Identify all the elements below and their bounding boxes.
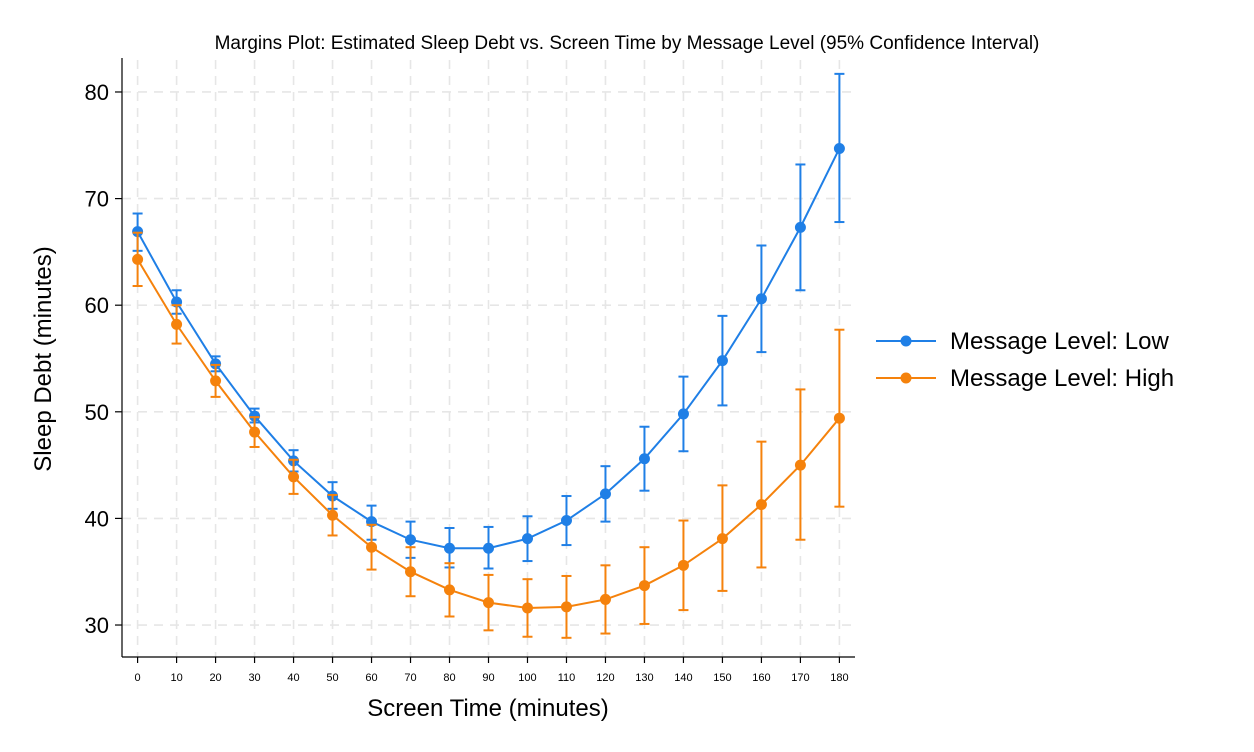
x-tick-label: 40 — [287, 672, 299, 684]
x-tick-label: 110 — [558, 672, 576, 684]
x-tick-label: 80 — [443, 672, 455, 684]
data-point — [210, 375, 222, 387]
data-point — [171, 318, 183, 330]
data-point — [716, 355, 728, 367]
x-tick-label: 160 — [752, 672, 770, 684]
data-point — [599, 593, 611, 605]
x-tick-label: 170 — [791, 672, 809, 684]
data-point — [560, 601, 572, 613]
x-tick-label: 140 — [674, 672, 692, 684]
data-point — [249, 426, 261, 438]
series-high — [132, 231, 845, 639]
y-tick-label: 80 — [85, 80, 109, 105]
x-tick-label: 60 — [365, 672, 377, 684]
data-point — [794, 459, 806, 471]
y-tick-label: 40 — [85, 506, 109, 531]
x-tick-label: 130 — [635, 672, 653, 684]
data-point — [716, 533, 728, 545]
x-tick-label: 120 — [596, 672, 614, 684]
y-axis-title: Sleep Debt (minutes) — [30, 246, 57, 471]
data-point — [638, 453, 650, 465]
x-tick-label: 70 — [404, 672, 416, 684]
data-point — [132, 226, 144, 238]
data-point — [483, 542, 494, 554]
data-point — [755, 293, 767, 305]
axes: 30 40 50 60 70 80 0 10 20 30 40 50 60 70 80 90 100 110 120… — [85, 58, 855, 684]
x-axis-title: Screen Time (minutes) — [367, 695, 608, 722]
legend: Message Level: Low Message Level: High — [876, 328, 1174, 392]
data-point — [444, 542, 456, 554]
data-point — [755, 499, 767, 511]
y-tick-label: 50 — [85, 400, 109, 425]
data-point — [483, 597, 494, 609]
data-point — [444, 584, 456, 596]
data-point — [833, 142, 845, 154]
y-tick-label: 30 — [85, 613, 109, 638]
data-point — [405, 534, 417, 546]
data-point — [677, 559, 689, 571]
x-tick-label: 50 — [326, 672, 338, 684]
x-tick-label: 10 — [170, 672, 182, 684]
x-tick-label: 180 — [830, 672, 848, 684]
data-point — [132, 253, 144, 265]
data-point — [210, 358, 222, 370]
x-tick-label: 20 — [209, 672, 221, 684]
y-tick-label: 70 — [85, 187, 109, 212]
data-point — [677, 408, 689, 420]
data-series — [132, 72, 845, 639]
chart-title: Margins Plot: Estimated Sleep Debt vs. S… — [215, 33, 1040, 54]
legend-marker — [900, 335, 912, 347]
data-point — [405, 566, 417, 578]
data-point — [521, 533, 533, 545]
x-tick-label: 30 — [248, 672, 260, 684]
data-point — [249, 410, 261, 422]
series-low — [132, 72, 845, 570]
data-point — [638, 580, 650, 592]
x-tick-label: 150 — [713, 672, 731, 684]
legend-marker — [900, 372, 912, 384]
y-tick-label: 60 — [85, 293, 109, 318]
data-point — [599, 488, 611, 500]
x-tick-label: 0 — [135, 672, 141, 684]
data-point — [288, 471, 300, 483]
data-point — [521, 602, 533, 614]
data-point — [833, 412, 845, 424]
data-point — [327, 509, 339, 521]
legend-label: Message Level: High — [950, 365, 1174, 392]
data-point — [366, 541, 378, 553]
legend-label: Message Level: Low — [950, 328, 1169, 355]
data-point — [560, 515, 572, 527]
x-tick-label: 90 — [482, 672, 494, 684]
data-point — [794, 221, 806, 233]
x-tick-label: 100 — [518, 672, 536, 684]
